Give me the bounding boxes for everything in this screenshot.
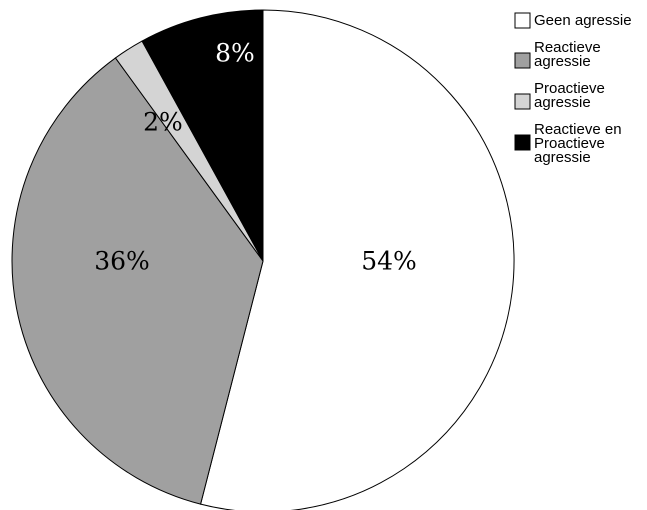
- pie-slice-4: [141, 9, 264, 262]
- legend-item-3: Proactieve agressie: [514, 80, 605, 111]
- slice-label-2: 36%: [94, 247, 150, 276]
- legend-swatch-3: [514, 93, 531, 110]
- legend-swatch-1: [514, 12, 531, 29]
- legend-swatch-2: [514, 52, 531, 69]
- legend-item-4: Reactieve en Proactieve agressie: [514, 121, 622, 166]
- pie-slices: [11, 9, 515, 510]
- legend-swatch-4: [514, 134, 531, 151]
- slice-label-4: 8%: [215, 39, 255, 68]
- slice-label-1: 54%: [361, 247, 417, 276]
- legend-label-1: Geen agressie: [534, 12, 632, 29]
- legend-label-3: Proactieve agressie: [534, 80, 605, 111]
- legend-item-2: Reactieve agressie: [514, 39, 601, 70]
- pie-slice-1: [199, 9, 515, 510]
- legend-item-1: Geen agressie: [514, 12, 632, 29]
- pie-slice-2: [11, 57, 264, 505]
- legend-label-4: Reactieve en Proactieve agressie: [534, 121, 622, 166]
- legend: Geen agressie Reactieve agressie Proactieve…: [514, 12, 632, 166]
- slice-labels: 54% 36% 2% 8%: [94, 39, 417, 276]
- legend-label-2: Reactieve agressie: [534, 39, 601, 70]
- slice-label-3: 2%: [143, 108, 183, 137]
